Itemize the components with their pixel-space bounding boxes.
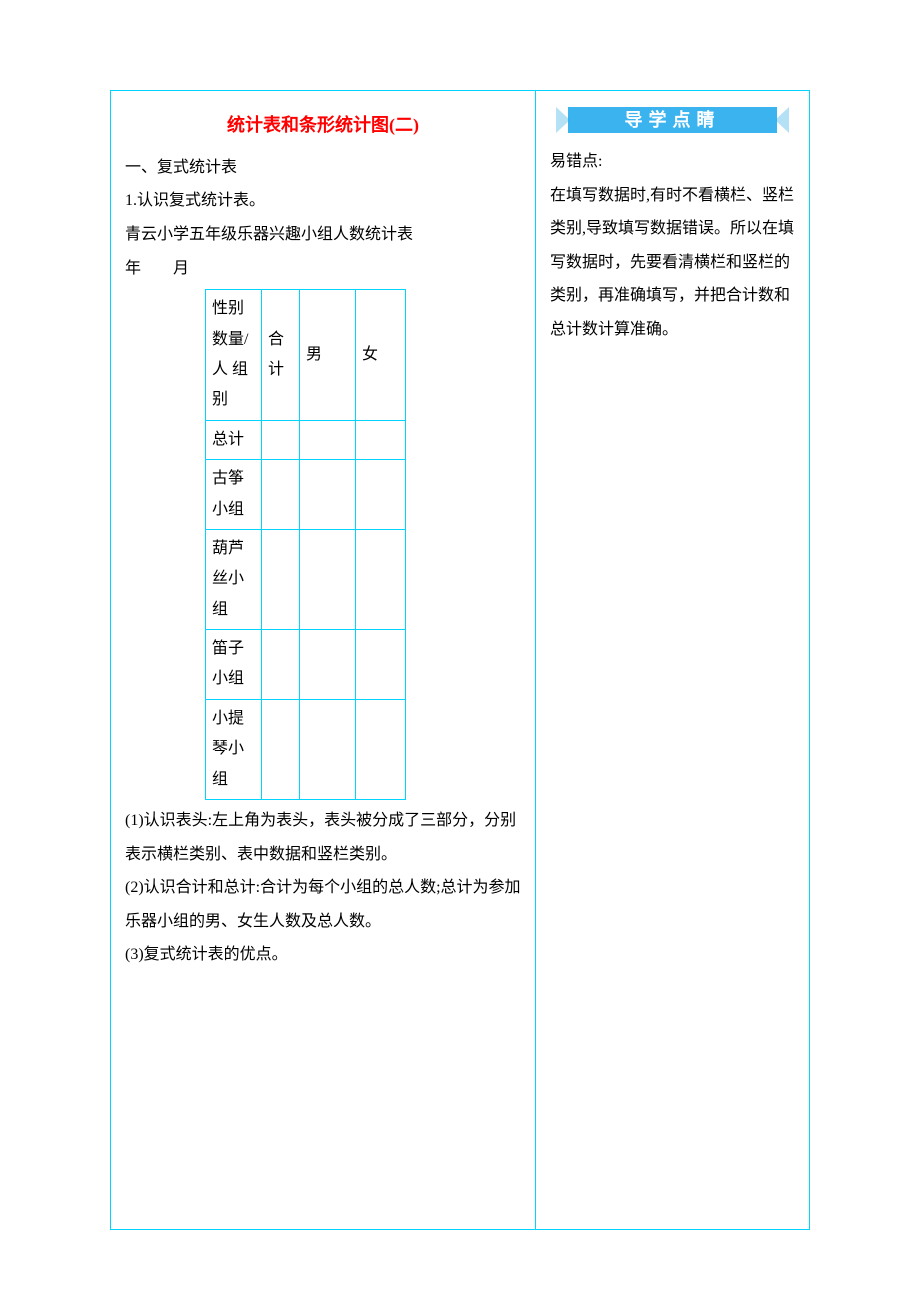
table-header-cell: 合计 [262, 290, 300, 421]
table-cell [300, 529, 356, 629]
paragraph-5: (2)认识合计和总计:合计为每个小组的总人数;总计为参加乐器小组的男、女生人数及… [125, 871, 521, 938]
table-cell [262, 699, 300, 799]
table-cell [300, 460, 356, 530]
table-cell [262, 420, 300, 459]
callout-header: 导学点睛 [556, 107, 789, 133]
table-cell [262, 529, 300, 629]
table-row: 葫芦丝小组 [206, 529, 406, 629]
table-row: 小提琴小组 [206, 699, 406, 799]
left-column: 统计表和条形统计图(二) 一、复式统计表 1.认识复式统计表。 青云小学五年级乐… [111, 91, 536, 1229]
table-row-label: 总计 [206, 420, 262, 459]
table-row: 笛子小组 [206, 630, 406, 700]
paragraph-4: (1)认识表头:左上角为表头，表头被分成了三部分，分别表示横栏类别、表中数据和竖… [125, 804, 521, 871]
table-row-label: 笛子小组 [206, 630, 262, 700]
table-row-label: 小提琴小组 [206, 699, 262, 799]
chevron-left-icon [556, 107, 570, 133]
table-cell [356, 699, 406, 799]
table-header-cell: 男 [300, 290, 356, 421]
paragraph-1: 1.认识复式统计表。 [125, 184, 521, 218]
paragraph-3: 年 月 [125, 252, 521, 286]
heading-section-1: 一、复式统计表 [125, 151, 521, 185]
callout-title: 导学点睛 [568, 107, 777, 133]
paragraph-2: 青云小学五年级乐器兴趣小组人数统计表 [125, 218, 521, 252]
table-row-label: 古筝小组 [206, 460, 262, 530]
chevron-right-icon [775, 107, 789, 133]
paragraph-6: (3)复式统计表的优点。 [125, 938, 521, 972]
table-cell [356, 420, 406, 459]
table-row: 古筝小组 [206, 460, 406, 530]
page-title: 统计表和条形统计图(二) [125, 107, 521, 145]
table-row-label: 葫芦丝小组 [206, 529, 262, 629]
sidebar-paragraph-1: 易错点: [550, 145, 795, 179]
page: 统计表和条形统计图(二) 一、复式统计表 1.认识复式统计表。 青云小学五年级乐… [0, 0, 920, 1302]
table-cell [300, 699, 356, 799]
outer-frame: 统计表和条形统计图(二) 一、复式统计表 1.认识复式统计表。 青云小学五年级乐… [110, 90, 810, 1230]
table-cell [300, 420, 356, 459]
table-cell [300, 630, 356, 700]
table-cell [262, 630, 300, 700]
table-cell [262, 460, 300, 530]
table-cell [356, 630, 406, 700]
table-header-row: 性别数量/人 组别 合计 男 女 [206, 290, 406, 421]
table-cell [356, 460, 406, 530]
table-cell [356, 529, 406, 629]
statistics-table: 性别数量/人 组别 合计 男 女 总计 古筝小组 [205, 289, 406, 800]
right-column: 导学点睛 易错点: 在填写数据时,有时不看横栏、竖栏类别,导致填写数据错误。所以… [536, 91, 809, 1229]
table-header-cell: 性别数量/人 组别 [206, 290, 262, 421]
table-header-cell: 女 [356, 290, 406, 421]
sidebar-paragraph-2: 在填写数据时,有时不看横栏、竖栏类别,导致填写数据错误。所以在填写数据时，先要看… [550, 179, 795, 347]
table-row: 总计 [206, 420, 406, 459]
